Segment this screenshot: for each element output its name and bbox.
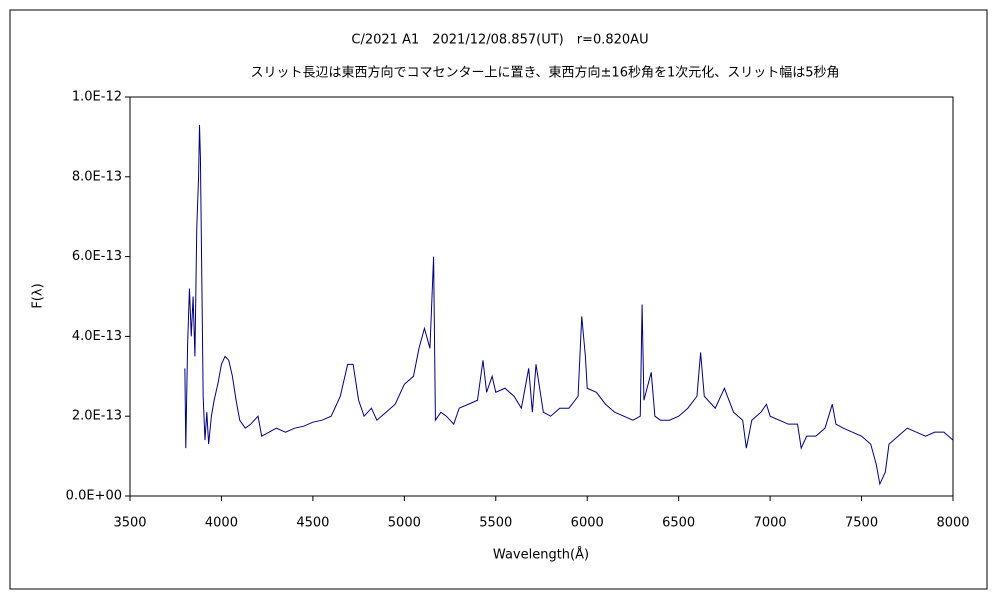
x-axis-label: Wavelength(Å) [493,547,589,563]
y-tick-label: 1.0E-12 [72,90,122,105]
y-tick-label: 0.0E+00 [66,489,122,504]
chart-frame [9,9,988,590]
y-tick-label: 6.0E-13 [72,249,122,264]
chart-title: C/2021 A1 2021/12/08.857(UT) r=0.820AU [351,33,648,48]
x-tick-label: 4500 [296,516,329,531]
x-tick-label: 3500 [113,516,146,531]
x-tick-label: 5500 [479,516,512,531]
x-tick-label: 7000 [754,516,787,531]
x-tick-label: 5000 [388,516,421,531]
x-tick-label: 6500 [662,516,695,531]
x-tick-label: 7500 [845,516,878,531]
x-tick-label: 4000 [205,516,238,531]
x-tick-label: 6000 [571,516,604,531]
y-tick-label: 4.0E-13 [72,329,122,344]
y-tick-label: 8.0E-13 [72,169,122,184]
x-tick-label: 8000 [936,516,969,531]
plot-area [129,96,954,497]
y-tick-label: 2.0E-13 [72,409,122,424]
y-axis-label: F(λ) [31,283,46,308]
chart-subtitle: スリット長辺は東西方向でコマセンター上に置き、東西方向±16秒角を1次元化、スリ… [250,65,839,81]
spectrum-line [184,124,954,486]
